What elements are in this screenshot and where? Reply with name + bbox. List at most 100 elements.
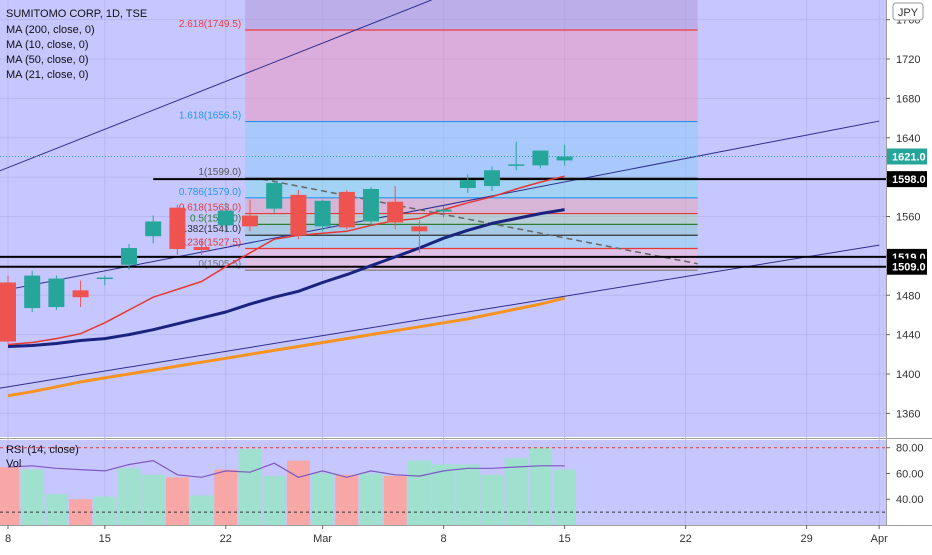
rsi-axis-label: 60.00 bbox=[896, 468, 924, 480]
time-axis-background bbox=[0, 525, 932, 550]
currency-label: JPY bbox=[898, 7, 919, 19]
candle-body bbox=[556, 156, 573, 161]
candle bbox=[411, 220, 428, 253]
price-axis-label: 1680 bbox=[896, 93, 920, 105]
volume-bar bbox=[504, 458, 528, 525]
candle-body bbox=[387, 201, 404, 223]
trendline-channel-lower bbox=[0, 244, 880, 389]
candle bbox=[72, 280, 89, 308]
volume-bar bbox=[238, 449, 262, 525]
level-price-tag-bg bbox=[887, 171, 927, 188]
fib-level-label: 1.618(1656.5) bbox=[179, 111, 241, 122]
candle-body bbox=[435, 209, 452, 212]
trendline-channel-middle bbox=[0, 120, 880, 292]
candle bbox=[48, 275, 65, 311]
currency-badge bbox=[892, 2, 924, 21]
volume-bar bbox=[407, 460, 431, 525]
price-axis-label: 1400 bbox=[896, 369, 920, 381]
fib-zone-0618-05 bbox=[245, 213, 698, 225]
candle bbox=[96, 275, 113, 286]
volume-bar bbox=[93, 496, 117, 525]
ma10-line bbox=[7, 175, 565, 346]
candle-body bbox=[242, 215, 258, 227]
fib-zone-0236-0 bbox=[245, 248, 698, 271]
candle-body bbox=[96, 277, 113, 280]
candle bbox=[217, 202, 234, 233]
price-axis-label: 1640 bbox=[896, 133, 920, 145]
candle-body bbox=[411, 226, 428, 232]
volume-bar bbox=[214, 469, 238, 525]
candle-body bbox=[484, 170, 500, 187]
volume-bar bbox=[286, 460, 310, 525]
time-axis-label: 29 bbox=[800, 533, 812, 545]
last-price-tag-bg bbox=[887, 148, 927, 165]
fib-level-label: 0.618(1563.0) bbox=[179, 203, 241, 214]
candle bbox=[24, 270, 41, 313]
candle bbox=[145, 215, 162, 244]
volume-bar bbox=[141, 474, 165, 525]
candle bbox=[387, 186, 404, 230]
candle-body bbox=[193, 247, 210, 250]
candle-body bbox=[48, 278, 65, 308]
volume-bar bbox=[528, 447, 552, 525]
fib-level-label: 0(1505.5) bbox=[198, 259, 241, 270]
candle-body bbox=[266, 183, 283, 209]
volume-bar bbox=[20, 469, 44, 525]
volume-bar bbox=[0, 467, 20, 525]
rsi-axis-label: 80.00 bbox=[896, 443, 924, 455]
rsi-title: RSI (14, close) bbox=[6, 444, 79, 456]
time-axis-label: Mar bbox=[313, 533, 332, 545]
candle-body bbox=[459, 180, 476, 188]
fib-level-label: 0.786(1579.0) bbox=[179, 187, 241, 198]
candle bbox=[0, 275, 16, 344]
price-axis-label: 1440 bbox=[896, 330, 920, 342]
time-axis-label: 8 bbox=[5, 533, 11, 545]
price-axis-label: 1360 bbox=[896, 408, 920, 420]
candle bbox=[242, 199, 258, 232]
time-axis-label: 8 bbox=[441, 533, 447, 545]
candle-body bbox=[121, 248, 137, 265]
trendline-channel-upper bbox=[0, 0, 432, 172]
time-axis-label: 15 bbox=[99, 533, 111, 545]
ma-legend-label: MA (50, close, 0) bbox=[6, 54, 89, 66]
fib-level-label: 1(1599.0) bbox=[198, 167, 241, 178]
level-price-tag: 1509.0 bbox=[892, 262, 926, 274]
fib-zone-top bbox=[245, 0, 698, 31]
ma21-line bbox=[7, 208, 565, 348]
fib-level-label: 0.382(1541.0) bbox=[179, 224, 241, 235]
last-price-tag: 1621.0 bbox=[892, 151, 926, 163]
chart-title: SUMITOMO CORP, 1D, TSE bbox=[6, 8, 147, 20]
candle bbox=[121, 244, 137, 270]
fib-zone-0382-0236 bbox=[245, 235, 698, 249]
time-axis-label: 22 bbox=[220, 533, 232, 545]
volume-bar bbox=[165, 477, 189, 525]
fib-zone-0786-0618 bbox=[245, 197, 698, 214]
candle bbox=[532, 150, 549, 169]
volume-bar bbox=[553, 469, 577, 525]
level-price-tag: 1598.0 bbox=[892, 174, 926, 186]
trendline-dashed-projection bbox=[261, 178, 698, 265]
volume-bar bbox=[44, 494, 68, 525]
candle bbox=[266, 180, 283, 213]
candle bbox=[435, 205, 452, 218]
time-axis-label: 15 bbox=[558, 533, 570, 545]
candle bbox=[363, 187, 379, 226]
time-axis-label: Apr bbox=[871, 533, 888, 545]
candle bbox=[290, 189, 307, 240]
candle bbox=[338, 189, 355, 230]
ma200-line bbox=[7, 296, 565, 398]
fib-level-label: 0.5(1552.0) bbox=[190, 213, 241, 224]
candle-body bbox=[290, 194, 307, 236]
level-price-tag-bg bbox=[887, 258, 927, 275]
volume-bar bbox=[190, 495, 214, 525]
candle-body bbox=[508, 164, 525, 166]
time-axis-label: 22 bbox=[679, 533, 691, 545]
volume-bar bbox=[311, 473, 335, 525]
fib-level-label: 2.618(1749.5) bbox=[179, 19, 241, 30]
price-axis-label: 1720 bbox=[896, 54, 920, 66]
fib-zone-2618-1618 bbox=[245, 30, 698, 122]
ma-legend-label: MA (200, close, 0) bbox=[6, 24, 95, 36]
candle bbox=[314, 199, 331, 232]
price-axis-label: 1560 bbox=[896, 212, 920, 224]
